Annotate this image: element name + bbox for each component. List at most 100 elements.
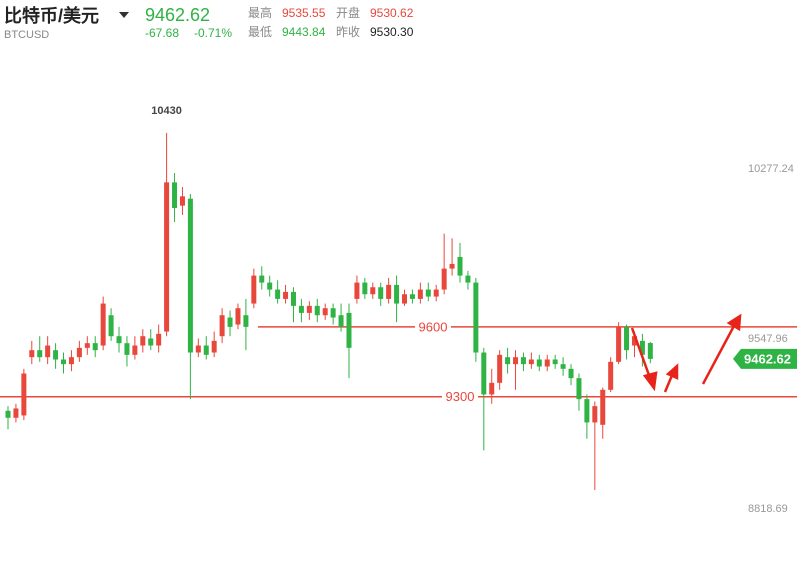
candle-body — [203, 345, 209, 355]
candle-body — [631, 336, 637, 346]
y-tick-label: 9547.96 — [748, 333, 788, 345]
candle-body — [187, 198, 193, 353]
candle-body — [608, 361, 614, 390]
candle-body — [5, 410, 11, 418]
arrow-head — [726, 313, 742, 332]
candle-body — [497, 354, 503, 383]
candle-body — [552, 359, 558, 365]
candle-body — [528, 359, 534, 365]
candle-body — [536, 359, 542, 367]
max-label: 10430 — [151, 105, 182, 117]
candle-body — [53, 350, 59, 360]
stat-value: 9443.84 — [282, 25, 326, 39]
candle-body — [275, 289, 281, 299]
candle-body — [449, 263, 455, 269]
candle-body — [124, 343, 130, 355]
candle-body — [37, 350, 43, 358]
candle-body — [267, 282, 273, 290]
candle-body — [417, 289, 423, 299]
y-tick-label: 10277.24 — [748, 163, 794, 175]
price-tag-label: 9462.62 — [744, 351, 791, 366]
candle-body — [346, 312, 352, 348]
candle-body — [489, 382, 495, 395]
candle-body — [100, 303, 106, 346]
candle-body — [481, 352, 487, 395]
candle-body — [306, 305, 312, 313]
candle-body — [473, 282, 479, 353]
candle-body — [211, 340, 217, 353]
candle-body — [560, 364, 566, 369]
candle-body — [433, 289, 439, 297]
candle-body — [457, 256, 463, 276]
candle-body — [386, 284, 392, 299]
candle-body — [568, 368, 574, 379]
annotation-arrows — [630, 313, 742, 393]
candle-body — [338, 315, 344, 327]
candle-body — [639, 340, 645, 355]
candle-body — [600, 389, 606, 425]
candle-body — [21, 373, 27, 416]
candle-body — [465, 275, 471, 283]
candle-body — [29, 350, 35, 358]
stat-label: 开盘 — [336, 5, 360, 20]
candle-body — [259, 275, 265, 283]
candle-body — [68, 357, 74, 365]
candle-body — [283, 291, 289, 299]
candle-body — [13, 408, 19, 418]
candle-body — [92, 343, 98, 351]
candle-body — [409, 294, 415, 299]
candle-body — [322, 308, 328, 316]
support-label: 9600 — [419, 319, 448, 334]
stat-label: 昨收 — [336, 25, 360, 39]
candle-body — [513, 357, 519, 365]
candle-body — [647, 343, 653, 359]
candle-body — [592, 406, 598, 423]
candle-body — [195, 345, 201, 353]
dropdown-icon[interactable] — [119, 12, 129, 18]
current-price: 9462.62 — [145, 5, 210, 25]
candle-body — [179, 196, 185, 206]
candle-body — [235, 308, 241, 325]
candle-body — [394, 284, 400, 304]
candle-body — [544, 359, 550, 367]
arrow-head — [642, 371, 658, 392]
symbol-code: BTCUSD — [4, 29, 49, 41]
price-tag — [733, 348, 797, 369]
candle-body — [505, 357, 511, 365]
candle-body — [290, 291, 296, 306]
label-bg — [415, 318, 451, 335]
candle-body — [616, 326, 622, 362]
candle-body — [84, 343, 90, 348]
candle-body — [425, 289, 431, 297]
candle-body — [61, 359, 67, 365]
candle-body — [132, 345, 138, 355]
candle-body — [402, 294, 407, 304]
candle-body — [330, 308, 336, 318]
candle-body — [140, 336, 146, 346]
stat-value: 9530.62 — [370, 6, 414, 20]
candle-body — [227, 317, 233, 327]
plot-area: 8818.69 9547.96 10277.24 9600 9300 10430 9462.… — [0, 105, 797, 515]
candle-body — [108, 315, 114, 337]
candle-body — [354, 282, 360, 299]
candle-body — [314, 305, 320, 316]
candle-body — [362, 282, 368, 295]
candle-body — [298, 305, 304, 313]
candle-body — [164, 182, 170, 332]
arrow-head — [665, 363, 679, 380]
candle-body — [370, 287, 376, 295]
price-change: -67.68 — [145, 26, 179, 40]
stat-value: 9535.55 — [282, 6, 326, 20]
arrow — [630, 327, 652, 379]
candle-body — [219, 315, 225, 337]
candle-body — [148, 338, 154, 346]
candle-body — [172, 182, 178, 208]
price-change-pct: -0.71% — [194, 26, 232, 40]
candle-body — [116, 336, 122, 344]
y-tick-label: 8818.69 — [748, 503, 788, 515]
symbol-title[interactable]: 比特币/美元 — [4, 5, 99, 26]
candle-body — [76, 347, 82, 358]
candle-body — [584, 399, 590, 423]
